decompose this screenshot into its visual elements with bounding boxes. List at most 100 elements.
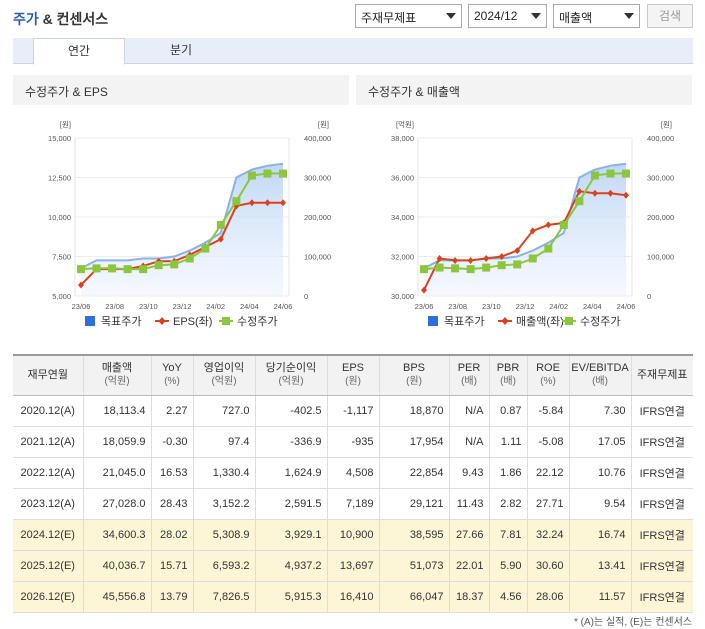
- section-title: 주가 & 컨센서스: [13, 9, 108, 29]
- legend-marker: [501, 317, 509, 325]
- series-point: [263, 169, 272, 178]
- table-row: 2025.12(E) 40,036.7 15.71 6,593.2 4,937.2 13,…: [13, 550, 693, 582]
- tab-quarterly[interactable]: 분기: [169, 43, 193, 57]
- x-tick-label: 23/12: [516, 302, 535, 311]
- table-header-row: 재무연월 매출액 (억원) YoY (%) 영업이익 (억원) 당기순이익 (억원) EPS (원)…: [13, 354, 693, 396]
- legend-marker: [565, 317, 573, 325]
- column-header-unit: (배): [461, 376, 477, 388]
- right-axis-unit: [원]: [318, 120, 329, 129]
- legend-marker: [222, 317, 230, 325]
- metric-select-value: 매출액: [559, 11, 593, 25]
- chevron-down-icon: [624, 13, 634, 19]
- table-row: 2026.12(E) 45,556.8 13.79 7,826.5 5,915.3 16,…: [13, 581, 693, 613]
- column-header: BPS (원): [379, 354, 450, 396]
- table-cell: 2026.12(E): [13, 581, 84, 613]
- search-button[interactable]: 검색: [647, 4, 693, 28]
- column-header-label: 매출액: [101, 362, 133, 375]
- x-tick-label: 23/08: [105, 302, 124, 311]
- left-tick-label: 30,000: [391, 292, 414, 301]
- table-cell: 66,047: [379, 581, 450, 613]
- basis-select[interactable]: 주재무제표: [355, 4, 462, 28]
- table-cell: 21,045.0: [83, 457, 152, 489]
- legend-label: 수정주가: [237, 315, 277, 328]
- table-cell: 13.41: [569, 550, 632, 582]
- period-tabs: 연간 분기: [13, 38, 693, 65]
- metric-select[interactable]: 매출액: [553, 4, 640, 28]
- table-cell: 32.24: [527, 519, 570, 551]
- table-cell: 30.60: [527, 550, 570, 582]
- table-cell: IFRS연결: [631, 519, 693, 551]
- series-point: [279, 169, 287, 178]
- table-cell: -402.5: [255, 395, 328, 427]
- column-header-unit: (%): [164, 376, 180, 388]
- left-tick-label: 38,000: [391, 134, 414, 143]
- table-cell: 97.4: [193, 426, 256, 458]
- table-cell: 10.76: [569, 457, 632, 489]
- right-axis-unit: [원]: [661, 120, 672, 129]
- column-header-unit: (억원): [104, 376, 130, 388]
- tab-annual[interactable]: 연간: [33, 38, 125, 65]
- table-cell: -0.30: [151, 426, 194, 458]
- left-tick-label: 7,500: [52, 253, 71, 262]
- series-point: [467, 256, 474, 264]
- legend-label: 수정주가: [580, 315, 620, 328]
- series-point: [420, 265, 428, 274]
- series-point: [576, 187, 583, 195]
- series-point: [78, 281, 84, 289]
- chart-plot-area: 15,000 400,000 12,500 300,000 10,000 200,000 7…: [13, 105, 349, 340]
- table-cell: 7.81: [489, 519, 528, 551]
- table-cell: 2024.12(E): [13, 519, 84, 551]
- right-tick-label: 200,000: [304, 213, 331, 222]
- table-cell: 34,600.3: [83, 519, 152, 551]
- series-point: [92, 264, 101, 273]
- legend-swatch: [428, 316, 438, 326]
- table-cell: 6,593.2: [193, 550, 256, 582]
- table-cell: IFRS연결: [631, 395, 693, 427]
- table-cell: 27.71: [527, 488, 570, 520]
- chart-title: 수정주가 & 매출액: [368, 85, 460, 99]
- table-cell: 45,556.8: [83, 581, 152, 613]
- table-cell: 18,870: [379, 395, 450, 427]
- series-point: [591, 189, 598, 197]
- table-cell: 2025.12(E): [13, 550, 84, 582]
- column-header: PBR (배): [489, 354, 528, 396]
- eps-chart: 15,000 400,000 12,500 300,000 10,000 200,000 7…: [48, 120, 331, 328]
- left-tick-label: 5,000: [52, 292, 71, 301]
- chart-panel-revenue: 수정주가 & 매출액 38,000 400,000 36,000 300,000 34,…: [356, 75, 692, 340]
- x-tick-label: 23/06: [415, 302, 434, 311]
- table-cell: 727.0: [193, 395, 256, 427]
- table-cell: IFRS연결: [631, 550, 693, 582]
- series-point: [529, 227, 536, 235]
- chevron-down-icon: [446, 13, 456, 19]
- column-header: YoY (%): [151, 354, 194, 396]
- table-cell: 2.82: [489, 488, 528, 520]
- table-cell: 16.53: [151, 457, 194, 489]
- x-tick-label: 23/06: [72, 302, 91, 311]
- column-header-unit: (억원): [278, 376, 304, 388]
- table-row: 2023.12(A) 27,028.0 28.43 3,152.2 2,591.5 7,1…: [13, 488, 693, 520]
- legend-label: EPS(좌): [173, 315, 212, 328]
- column-header-label: EPS: [341, 362, 364, 375]
- series-point: [77, 265, 85, 274]
- table-cell: 1,624.9: [255, 457, 328, 489]
- table-cell: IFRS연결: [631, 426, 693, 458]
- table-row: 2020.12(A) 18,113.4 2.27 727.0 -402.5 -1,117 1…: [13, 395, 693, 427]
- series-point: [575, 197, 584, 206]
- series-point: [436, 254, 443, 262]
- x-tick-label: 23/08: [448, 302, 467, 311]
- table-cell: 2022.12(A): [13, 457, 84, 489]
- column-header-label: PER: [457, 362, 481, 375]
- table-cell: 18.37: [449, 581, 490, 613]
- table-cell: 27,028.0: [83, 488, 152, 520]
- chart-panel-eps: 수정주가 & EPS 15,000 400,000 12,500 300,000 10,…: [13, 75, 349, 340]
- right-tick-label: 100,000: [647, 253, 674, 262]
- chevron-down-icon: [531, 13, 541, 19]
- series-point: [232, 197, 241, 206]
- series-point: [185, 254, 194, 263]
- left-tick-label: 10,000: [48, 213, 71, 222]
- revenue-chart: 38,000 400,000 36,000 300,000 34,000 200,000 3…: [391, 120, 674, 328]
- period-select[interactable]: 2024/12: [468, 4, 547, 28]
- basis-select-value: 주재무제표: [361, 11, 417, 25]
- series-point: [435, 263, 444, 272]
- table-cell: 9.54: [569, 488, 632, 520]
